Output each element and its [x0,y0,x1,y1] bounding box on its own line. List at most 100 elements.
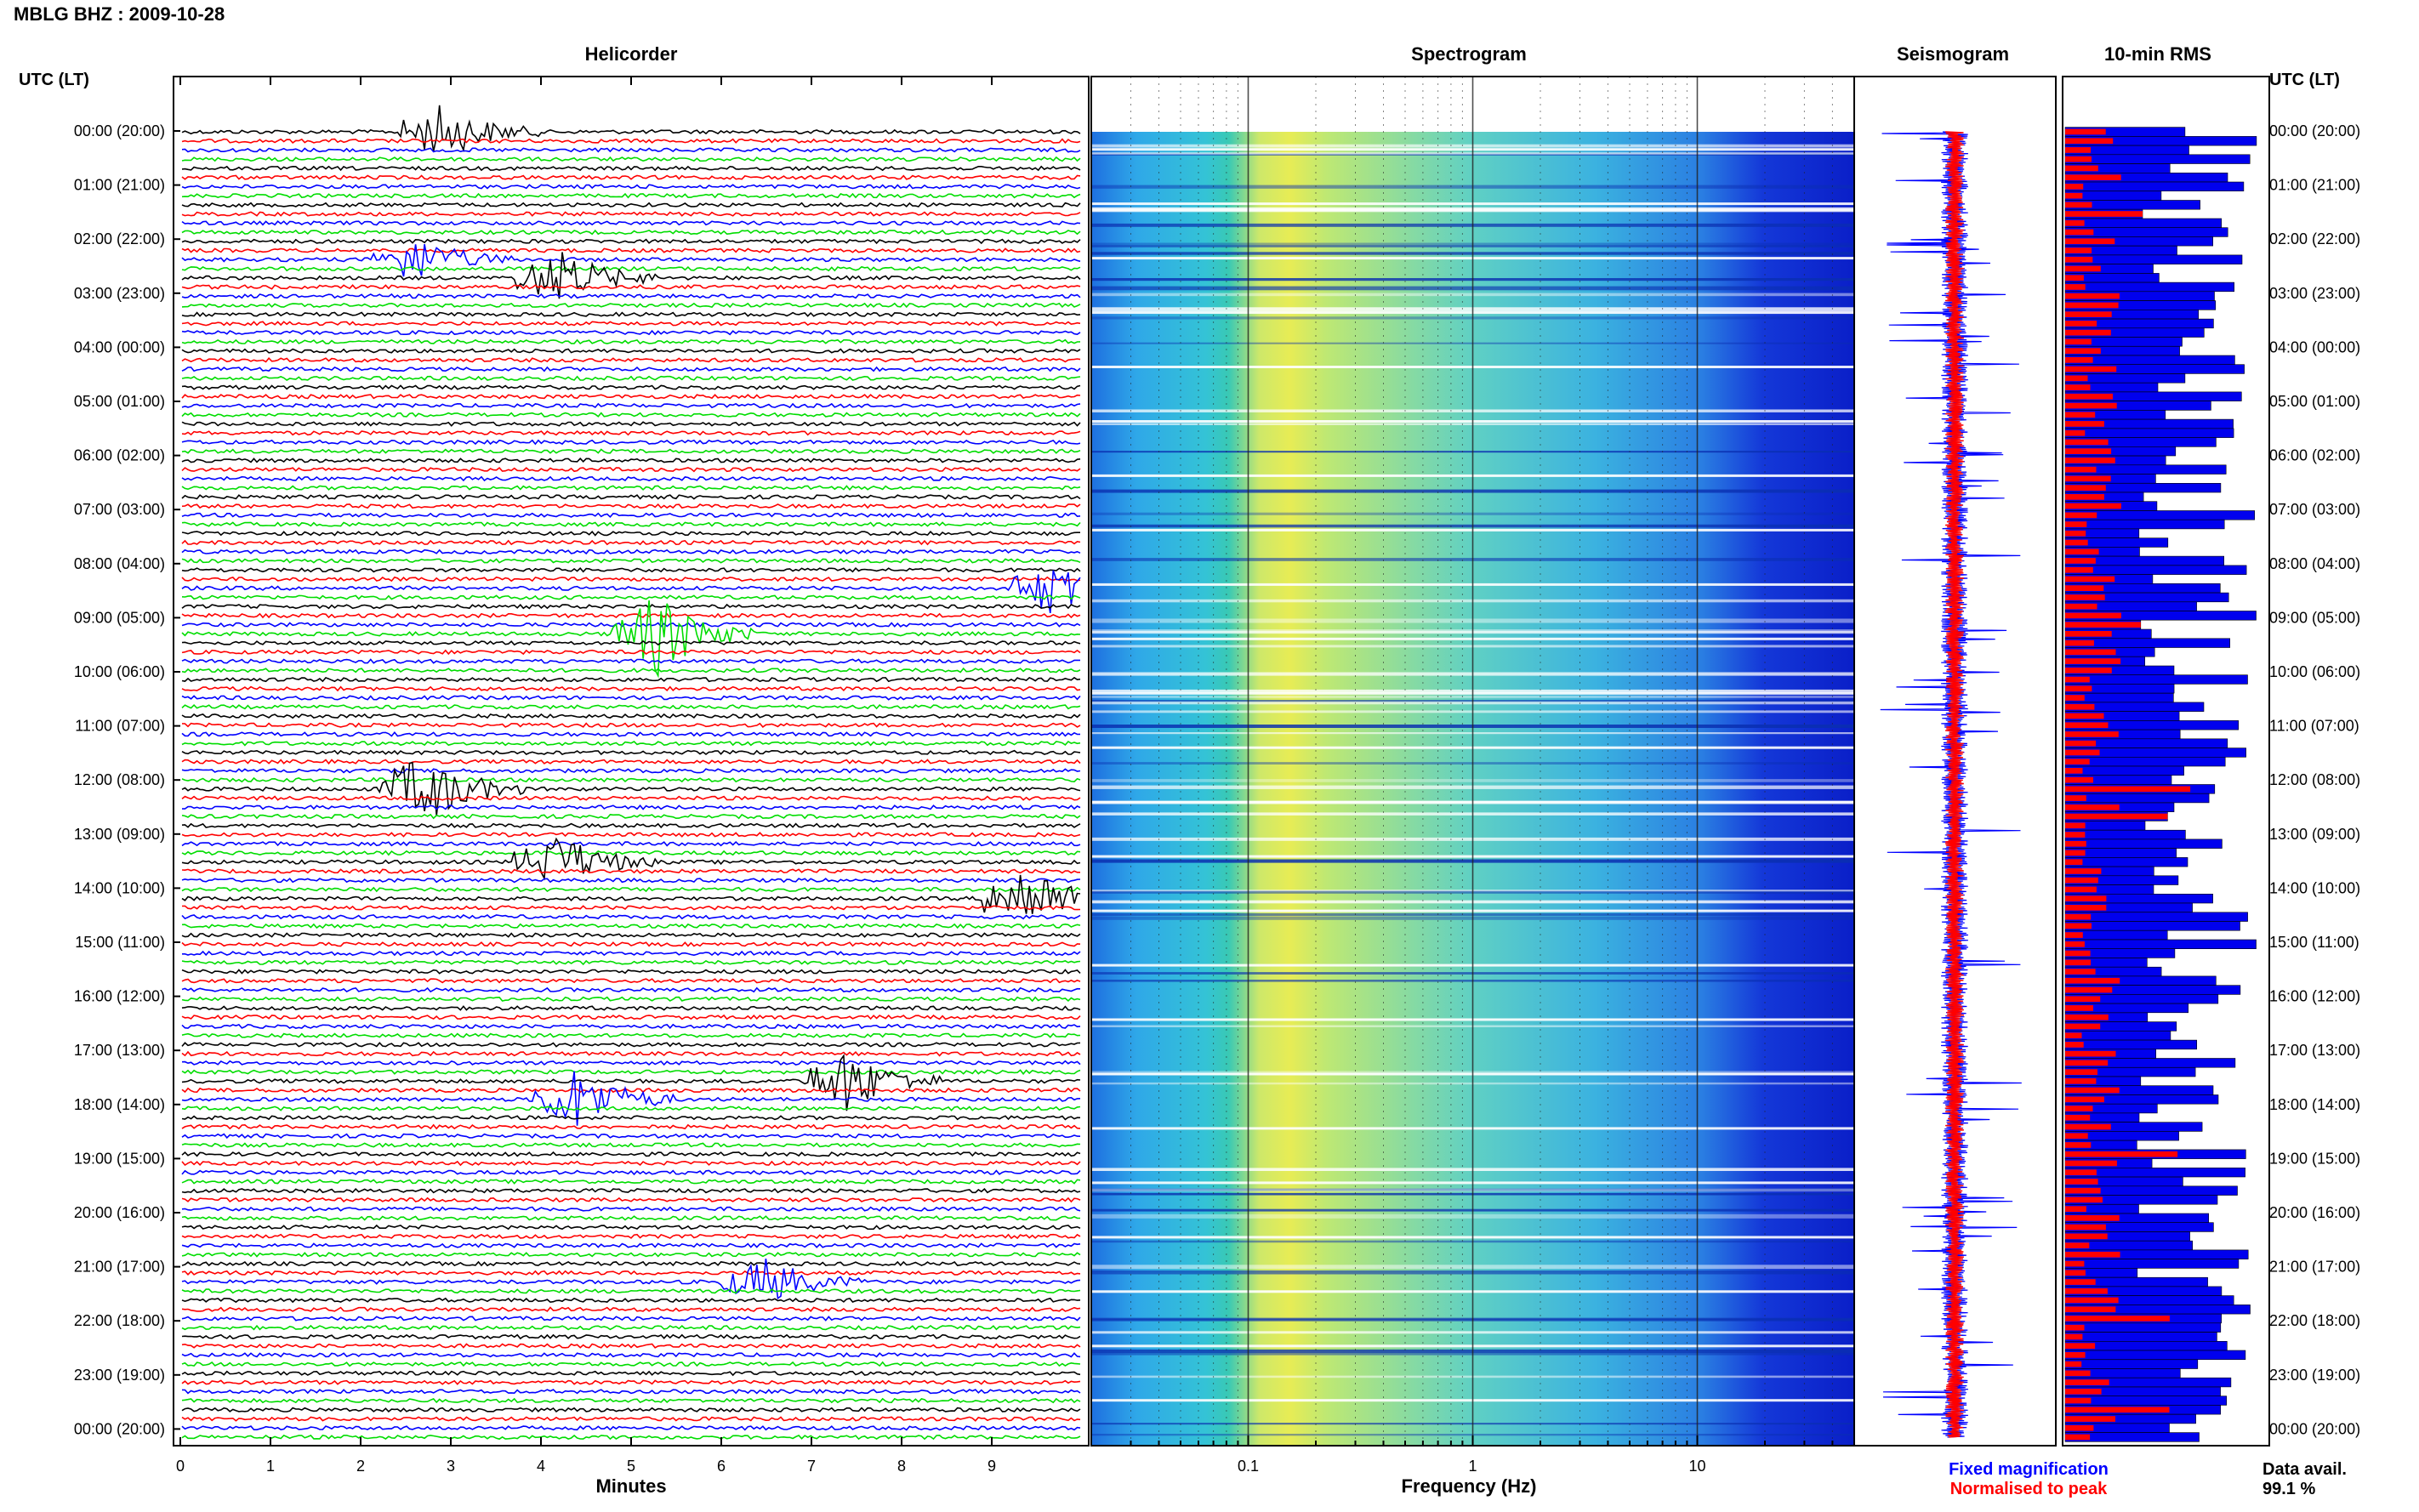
helicorder-trace [181,1014,1081,1020]
time-label-left: 19:00 (15:00) [74,1150,165,1167]
helicorder-traces [181,105,1081,1441]
helicorder-trace [181,731,1081,737]
helicorder-trace [181,886,1081,893]
rms-bar-normalised [2065,1242,2090,1248]
helicorder-trace [181,996,1081,1003]
helicorder-x-label: Minutes [595,1475,666,1497]
rms-bar-normalised [2065,429,2086,436]
rms-bar-normalised [2065,731,2119,737]
helicorder-trace [181,174,1081,180]
helicorder-trace [181,1087,1081,1094]
rms-bar-fixed [2064,519,2225,530]
helicorder-trace [181,494,1081,500]
rms-bar-normalised [2065,639,2094,646]
time-label-left: 04:00 (00:00) [74,338,165,355]
helicorder-trace [181,485,1081,492]
helicorder-trace [181,676,1081,683]
helicorder-trace [181,1187,1081,1194]
helicorder-trace [181,252,1081,299]
helicorder-trace [181,822,1081,829]
helicorder-trace [181,1160,1081,1167]
helicorder-trace [181,475,1081,482]
rms-bar-normalised [2065,384,2091,390]
helicorder-trace [181,549,1081,555]
helicorder-trace [181,923,1081,929]
rms-bar-normalised [2065,813,2168,820]
helicorder-trace [181,695,1081,701]
helicorder-tick-label: 4 [537,1458,545,1475]
helicorder-trace [181,878,1081,884]
rms-bar-normalised [2065,128,2106,135]
time-label-left: 14:00 (10:00) [74,879,165,896]
spectrogram-tick-label: 10 [1688,1458,1705,1475]
helicorder-trace [181,776,1081,783]
helicorder-trace [181,265,1081,272]
rms-bar-normalised [2065,905,2107,911]
time-label-left: 10:00 (06:00) [74,663,165,680]
rms-bar-normalised [2065,220,2085,226]
rms-bar-normalised [2065,165,2098,172]
helicorder-trace [181,959,1081,966]
time-label-left: 07:00 (03:00) [74,501,165,518]
helicorder-trace [181,1032,1081,1038]
time-label-right: 21:00 (17:00) [2269,1259,2360,1276]
time-label-left: 13:00 (09:00) [74,826,165,843]
time-label-right: 05:00 (01:00) [2269,393,2360,410]
rms-bar-normalised [2065,439,2109,446]
rms-bar-normalised [2065,348,2101,354]
helicorder-trace [181,1260,1081,1267]
time-label-right: 17:00 (13:00) [2269,1042,2360,1059]
helicorder-trace [181,1151,1081,1157]
helicorder-trace [181,612,1081,619]
helicorder-trace [181,412,1081,418]
rms-bar-normalised [2065,558,2096,564]
helicorder-trace [181,1197,1081,1203]
rms-bar-normalised [2065,631,2112,637]
rms-bar-normalised [2065,832,2086,838]
rms-bar-normalised [2065,576,2115,583]
rms-bar-normalised [2065,703,2095,710]
helicorder-trace [181,594,1081,600]
helicorder-trace [181,603,1081,610]
rms-bar-normalised [2065,986,2113,993]
rms-bar-normalised [2065,485,2106,491]
helicorder-trace [181,338,1081,345]
rms-bar-normalised [2065,658,2121,664]
rms-bar-normalised [2065,622,2141,628]
rms-bar-normalised [2065,393,2113,400]
rms-bar-fixed [2064,939,2257,949]
helicorder-trace [181,521,1081,527]
time-label-right: 00:00 (20:00) [2269,122,2360,139]
helicorder-trace [181,868,1080,874]
rms-bar-normalised [2065,713,2104,719]
helicorder-trace [181,1306,1081,1312]
helicorder-trace [181,1379,1081,1385]
helicorder-trace [181,703,1081,710]
helicorder-trace [181,1071,1081,1126]
helicorder-trace [181,539,1081,546]
rms-bar-normalised [2065,895,2107,901]
helicorder-trace [181,238,1081,245]
time-label-right: 09:00 (05:00) [2269,609,2360,626]
helicorder-trace [181,685,1081,692]
time-label-left: 09:00 (05:00) [74,609,165,626]
time-label-left: 23:00 (19:00) [74,1367,165,1384]
helicorder-trace [181,458,1081,463]
rms-bar-normalised [2065,174,2121,180]
rms-bar-normalised [2065,375,2088,382]
helicorder-trace [181,202,1081,208]
helicorder-trace [181,421,1081,427]
helicorder-trace [181,1416,1081,1422]
rms-bar-normalised [2065,996,2101,1003]
time-label-right: 19:00 (15:00) [2269,1150,2360,1167]
rms-bar-normalised [2065,184,2084,190]
helicorder-tick-label: 9 [988,1458,996,1475]
helicorder-trace [181,1023,1081,1030]
rms-bar-normalised [2065,1060,2109,1066]
helicorder-tick-label: 6 [717,1458,726,1475]
spectrogram-grid [1090,77,1855,1446]
helicorder-trace [181,1297,1081,1304]
utc-label-right: UTC (LT) [2269,71,2340,89]
rms-bar-normalised [2065,202,2092,208]
time-label-right: 08:00 (04:00) [2269,555,2360,572]
